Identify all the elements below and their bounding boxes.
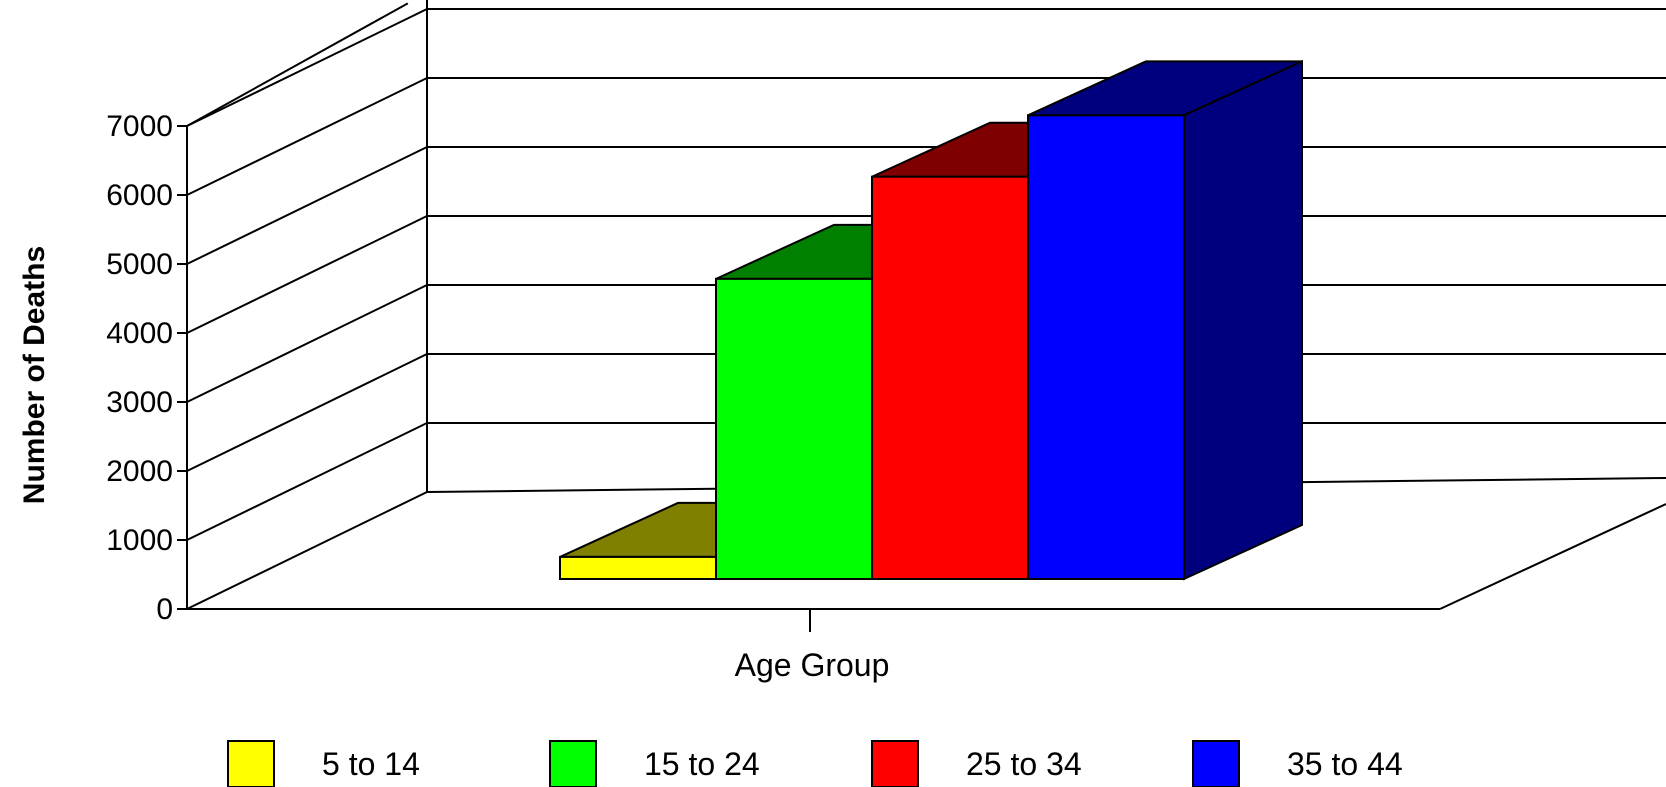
bar-face: [871, 175, 1029, 580]
y-tick-label: 6000: [106, 179, 173, 212]
y-tick-label: 2000: [106, 455, 173, 488]
legend-item: 35 to 44: [1192, 740, 1403, 787]
legend-item: 15 to 24: [549, 740, 760, 787]
bar-face: [715, 277, 873, 580]
side-wall-top-edge: [186, 2, 409, 127]
bars: [559, 59, 1303, 581]
legend-swatch: [227, 740, 275, 787]
side-gridline: [186, 353, 428, 472]
floor-right-edge: [1439, 503, 1666, 610]
y-axis-title: Number of Deaths: [18, 246, 51, 504]
side-gridline: [186, 491, 428, 610]
legend-item: 25 to 34: [871, 740, 1082, 787]
legend-label: 5 to 14: [322, 746, 420, 782]
bar-35-to-44: [1027, 59, 1303, 581]
x-axis-title: Age Group: [735, 647, 890, 683]
y-tick-label: 3000: [106, 386, 173, 419]
side-gridline: [186, 422, 428, 541]
legend-label: 25 to 34: [966, 746, 1082, 782]
bar-side: [1183, 59, 1303, 581]
side-gridline: [186, 146, 428, 265]
y-tick-label: 0: [156, 593, 173, 626]
legend-item: 5 to 14: [227, 740, 420, 787]
legend-swatch: [549, 740, 597, 787]
side-gridline: [186, 77, 428, 196]
y-tick-label: 7000: [106, 110, 173, 143]
side-gridline: [186, 215, 428, 334]
y-tick-label: 1000: [106, 524, 173, 557]
y-tick-labels: 0 1000 2000 3000 4000 5000 6000 7000: [106, 110, 187, 626]
legend: 5 to 14 15 to 24 25 to 34 35 to 44: [227, 740, 1403, 787]
legend-label: 35 to 44: [1287, 746, 1403, 782]
y-tick-label: 4000: [106, 317, 173, 350]
y-tick-label: 5000: [106, 248, 173, 281]
legend-swatch: [871, 740, 919, 787]
side-gridline: [186, 8, 428, 127]
bar-face: [559, 555, 717, 580]
legend-label: 15 to 24: [644, 746, 760, 782]
side-gridline: [186, 284, 428, 403]
bar-face: [1027, 114, 1185, 580]
legend-swatch: [1192, 740, 1240, 787]
